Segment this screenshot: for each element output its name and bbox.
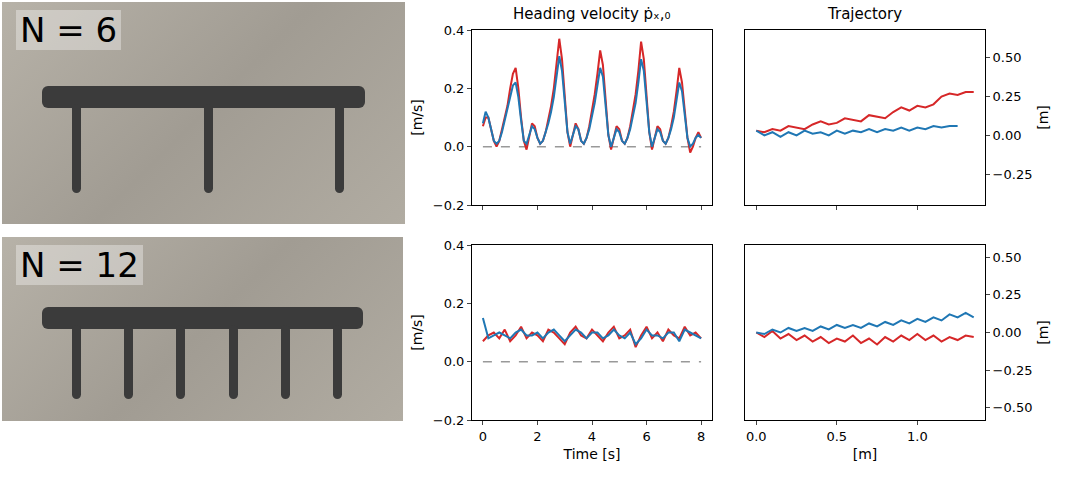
svg-text:0.0: 0.0 bbox=[746, 429, 767, 444]
svg-text:Heading velocity ṗₓ,₀: Heading velocity ṗₓ,₀ bbox=[513, 5, 671, 23]
svg-text:[m]: [m] bbox=[853, 446, 878, 462]
svg-text:1.0: 1.0 bbox=[907, 429, 928, 444]
svg-text:0.4: 0.4 bbox=[444, 238, 465, 253]
svg-text:0.25: 0.25 bbox=[993, 287, 1022, 302]
html-text:N = 12: N = 12 bbox=[20, 245, 139, 285]
svg-text:Trajectory: Trajectory bbox=[827, 5, 902, 23]
svg-text:0.5: 0.5 bbox=[826, 429, 847, 444]
svg-text:−0.25: −0.25 bbox=[993, 167, 1033, 182]
svg-text:[m/s]: [m/s] bbox=[409, 99, 425, 136]
svg-text:0.25: 0.25 bbox=[993, 89, 1022, 104]
html-text:N = 6: N = 6 bbox=[20, 10, 118, 50]
svg-text:4: 4 bbox=[588, 429, 596, 444]
svg-text:8: 8 bbox=[697, 429, 705, 444]
svg-text:0: 0 bbox=[479, 429, 487, 444]
svg-text:[m/s]: [m/s] bbox=[409, 314, 425, 351]
svg-text:−0.2: −0.2 bbox=[433, 198, 465, 213]
svg-text:[m]: [m] bbox=[1035, 320, 1051, 345]
svg-text:−0.50: −0.50 bbox=[993, 400, 1033, 415]
svg-text:0.00: 0.00 bbox=[993, 325, 1022, 340]
svg-text:[m]: [m] bbox=[1035, 105, 1051, 130]
svg-text:0.00: 0.00 bbox=[993, 128, 1022, 143]
svg-text:2: 2 bbox=[533, 429, 541, 444]
svg-text:0.50: 0.50 bbox=[993, 250, 1022, 265]
svg-text:−0.25: −0.25 bbox=[993, 363, 1033, 378]
svg-text:0.2: 0.2 bbox=[444, 81, 465, 96]
svg-text:0.2: 0.2 bbox=[444, 296, 465, 311]
svg-text:Time [s]: Time [s] bbox=[563, 446, 621, 462]
svg-text:0.50: 0.50 bbox=[993, 50, 1022, 65]
svg-text:0.4: 0.4 bbox=[444, 23, 465, 38]
svg-text:0.0: 0.0 bbox=[444, 139, 465, 154]
svg-text:−0.2: −0.2 bbox=[433, 413, 465, 428]
svg-text:6: 6 bbox=[642, 429, 650, 444]
svg-text:0.0: 0.0 bbox=[444, 354, 465, 369]
